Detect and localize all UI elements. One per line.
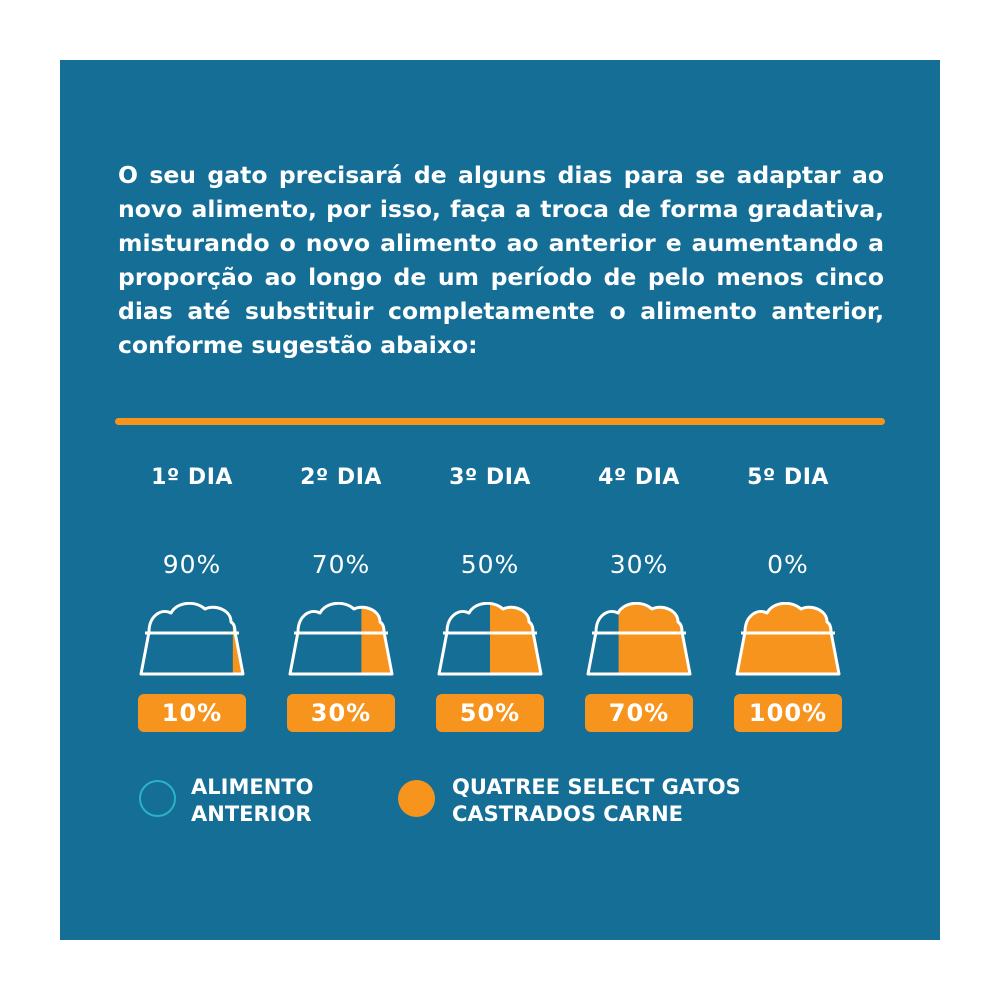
new-food-percentage-badge: 70% [585,694,693,732]
previous-food-legend-line1: ALIMENTO [191,775,314,799]
day-label: 3º DIA [449,465,531,490]
new-food-legend-line1: QUATREE SELECT GATOS [452,775,741,799]
new-food-legend-icon [398,780,435,817]
day-label: 4º DIA [598,465,680,490]
previous-food-percentage: 0% [767,550,809,579]
new-food-percentage-badge: 50% [436,694,544,732]
previous-food-percentage: 70% [311,550,371,579]
new-food-percentage-badge: 30% [287,694,395,732]
food-bowl-icon [288,602,394,676]
day-label: 2º DIA [300,465,382,490]
new-food-legend-line2: CASTRADOS CARNE [452,802,684,826]
new-food-legend-label: QUATREE SELECT GATOS CASTRADOS CARNE [452,774,741,828]
orange-divider [115,418,885,425]
previous-food-legend-line2: ANTERIOR [191,802,312,826]
previous-food-percentage: 50% [460,550,520,579]
info-panel: O seu gato precisará de alguns dias para… [60,60,940,940]
new-food-percentage-badge: 100% [734,694,842,732]
day-label: 5º DIA [747,465,829,490]
day-label: 1º DIA [151,465,233,490]
food-bowl-icon [735,602,841,676]
previous-food-percentage: 90% [162,550,222,579]
new-food-percentage-badge: 10% [138,694,246,732]
previous-food-percentage: 30% [609,550,669,579]
food-bowl-icon [139,602,245,676]
previous-food-legend-label: ALIMENTO ANTERIOR [191,774,313,828]
intro-text: O seu gato precisará de alguns dias para… [118,161,884,359]
food-bowl-icon [586,602,692,676]
food-bowl-icon [437,602,543,676]
previous-food-legend-icon [139,780,176,817]
